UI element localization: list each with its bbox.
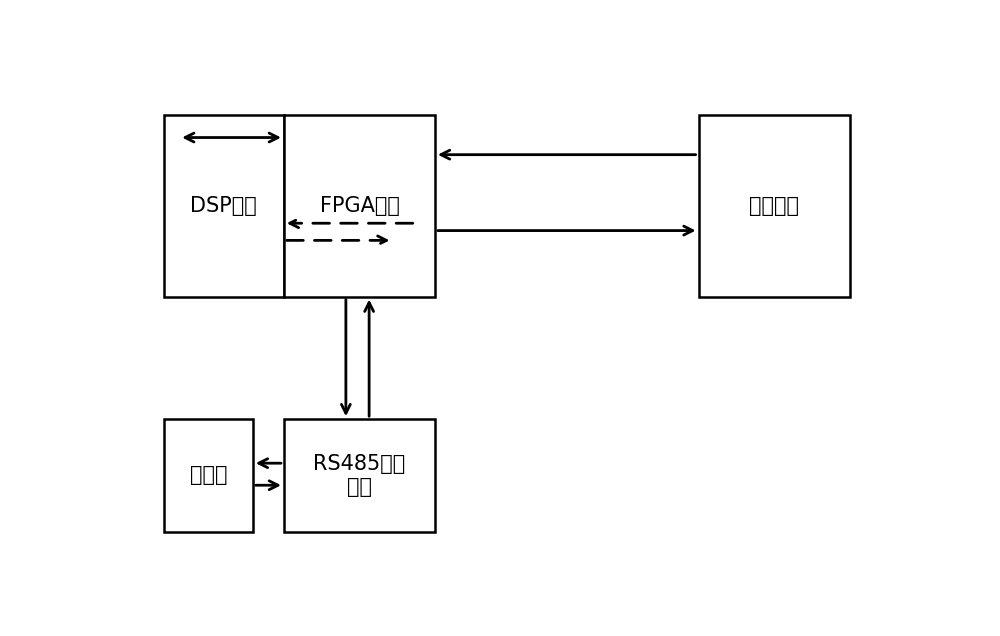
Text: RS485通讯
线路: RS485通讯 线路 (313, 454, 406, 497)
Bar (164, 419, 253, 532)
Text: FPGA单元: FPGA单元 (320, 196, 399, 216)
Text: 上位机: 上位机 (190, 466, 227, 485)
Bar (284, 419, 435, 532)
Text: 功率单元: 功率单元 (749, 196, 799, 216)
Bar (164, 116, 284, 296)
Text: DSP单元: DSP单元 (190, 196, 257, 216)
Bar (698, 116, 850, 296)
Bar (284, 116, 435, 296)
